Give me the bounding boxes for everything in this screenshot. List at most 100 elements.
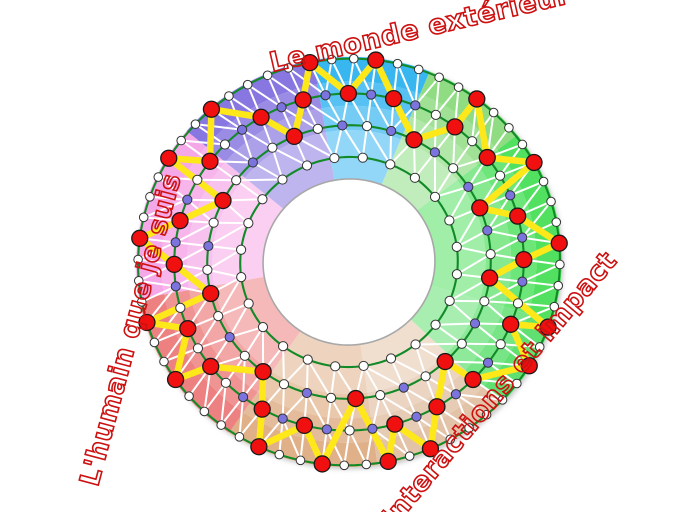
white-node bbox=[219, 139, 231, 150]
spoke-line-diagonal bbox=[242, 354, 246, 399]
white-node bbox=[479, 296, 490, 307]
purple-node bbox=[170, 281, 181, 292]
spoke-line bbox=[235, 179, 264, 201]
spoke-line bbox=[402, 386, 418, 418]
spoke-line bbox=[509, 180, 545, 197]
spoke-line-diagonal bbox=[448, 185, 470, 222]
white-node bbox=[551, 217, 562, 227]
white-node bbox=[429, 191, 441, 203]
white-node bbox=[434, 72, 444, 83]
white-node bbox=[138, 212, 149, 223]
purple-node bbox=[517, 276, 528, 287]
red-node bbox=[165, 255, 183, 274]
spoke-line bbox=[455, 245, 492, 256]
purple-node bbox=[224, 332, 235, 343]
red-node bbox=[285, 127, 303, 146]
white-node bbox=[224, 91, 234, 101]
purple-node bbox=[482, 225, 493, 236]
purple-node bbox=[482, 357, 494, 368]
red-node bbox=[471, 199, 489, 217]
white-node bbox=[495, 339, 506, 350]
white-node bbox=[213, 311, 224, 322]
sector-tan-right-band-0 bbox=[360, 319, 447, 393]
red-node bbox=[202, 284, 220, 303]
red-node bbox=[253, 400, 271, 418]
red-node bbox=[171, 212, 189, 230]
white-node bbox=[361, 121, 373, 132]
red-node bbox=[131, 229, 149, 247]
purple-node bbox=[170, 237, 181, 248]
spoke-line-diagonal bbox=[241, 128, 274, 149]
spoke-line bbox=[521, 280, 560, 287]
spoke-line bbox=[281, 392, 308, 420]
red-node bbox=[421, 440, 440, 458]
white-node bbox=[497, 395, 508, 405]
white-node bbox=[430, 319, 441, 330]
white-node bbox=[358, 360, 369, 372]
white-node bbox=[243, 298, 254, 309]
spoke-line-diagonal bbox=[390, 357, 427, 378]
purple-node bbox=[321, 424, 332, 435]
white-node bbox=[330, 361, 341, 372]
red-node bbox=[179, 320, 197, 338]
spoke-line bbox=[266, 74, 283, 109]
purple-node bbox=[320, 90, 331, 101]
red-node bbox=[202, 100, 221, 118]
purple-node bbox=[517, 232, 528, 243]
spoke-line bbox=[324, 94, 344, 127]
white-node bbox=[326, 54, 337, 65]
white-node bbox=[192, 174, 203, 185]
purple-node bbox=[337, 120, 348, 131]
spoke-line-diagonal bbox=[414, 342, 463, 346]
spoke-line bbox=[140, 285, 177, 303]
purple-node bbox=[429, 147, 440, 158]
white-node bbox=[512, 298, 524, 309]
spoke-line bbox=[196, 336, 231, 350]
red-node bbox=[384, 89, 403, 108]
spoke-line bbox=[434, 323, 463, 345]
spoke-line-diagonal bbox=[194, 123, 244, 131]
spoke-line bbox=[330, 365, 337, 399]
red-node bbox=[160, 149, 178, 167]
spoke-line bbox=[228, 326, 264, 339]
white-node bbox=[409, 172, 420, 183]
spoke-line bbox=[174, 241, 210, 248]
spoke-line bbox=[220, 396, 245, 427]
spoke-line bbox=[371, 394, 382, 430]
spoke-line bbox=[223, 143, 254, 164]
purple-node bbox=[463, 181, 474, 192]
spoke-line bbox=[251, 161, 284, 181]
ring-arc-3 bbox=[137, 57, 561, 467]
red-node bbox=[347, 389, 365, 408]
red-node bbox=[509, 207, 527, 225]
white-node bbox=[145, 192, 155, 202]
spoke-line-diagonal bbox=[306, 358, 333, 399]
red-node bbox=[436, 352, 454, 371]
spoke-line bbox=[483, 300, 519, 305]
spoke-line bbox=[434, 86, 460, 116]
white-node bbox=[278, 379, 290, 390]
node-points bbox=[131, 51, 568, 473]
spoke-line-diagonal bbox=[220, 381, 227, 427]
spoke-line-diagonal bbox=[235, 178, 284, 182]
white-node bbox=[235, 244, 247, 255]
white-node bbox=[357, 152, 368, 163]
highlight-edge bbox=[206, 106, 215, 165]
spoke-line-diagonal bbox=[365, 125, 392, 166]
sector-purple-band-3 bbox=[186, 60, 318, 147]
white-node bbox=[136, 297, 147, 307]
spoke-line-diagonal bbox=[330, 396, 351, 432]
white-node bbox=[243, 218, 254, 229]
red-node bbox=[405, 131, 423, 149]
white-node bbox=[176, 135, 186, 146]
red-node bbox=[295, 416, 314, 435]
spoke-line bbox=[316, 127, 336, 160]
sector-pink-upper-left-band-3 bbox=[136, 130, 207, 299]
spoke-line-diagonal bbox=[434, 322, 476, 326]
spoke-line-diagonal bbox=[246, 83, 283, 109]
white-node bbox=[534, 342, 545, 352]
white-node bbox=[420, 371, 431, 382]
white-node bbox=[257, 194, 268, 205]
white-node bbox=[481, 409, 492, 420]
